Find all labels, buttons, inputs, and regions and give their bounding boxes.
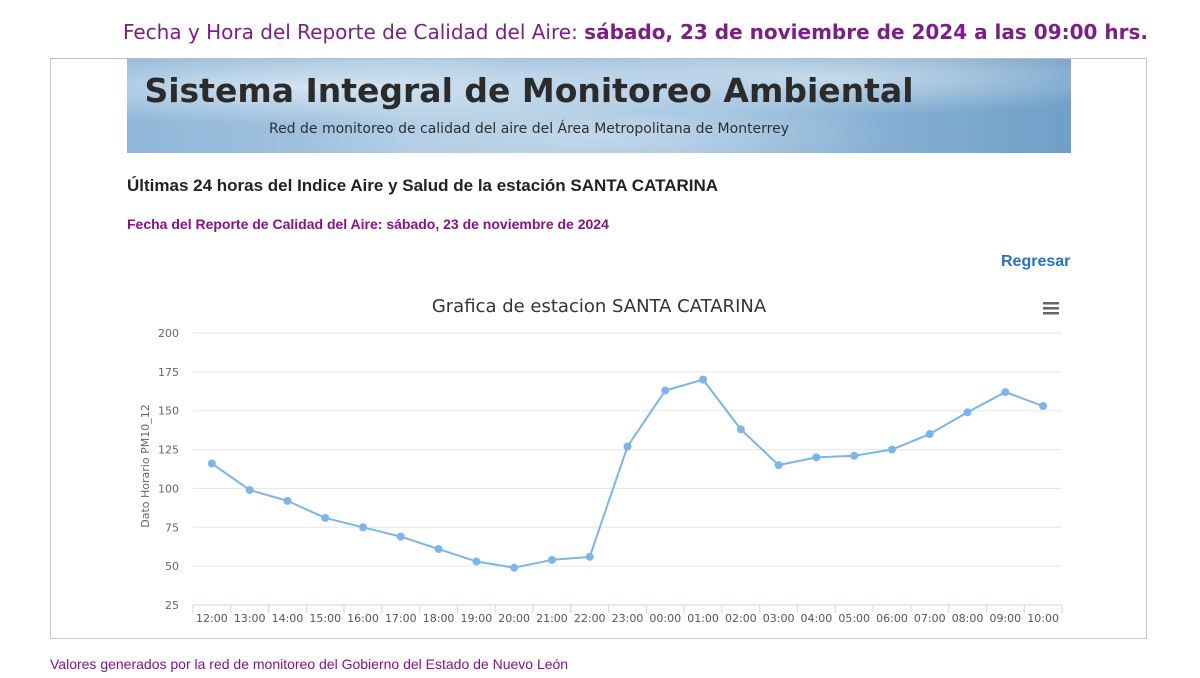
data-point[interactable] [812,453,821,462]
x-tick-label: 10:00 [1027,612,1059,625]
data-point[interactable] [1001,388,1010,397]
data-point[interactable] [434,545,443,554]
data-point[interactable] [396,532,405,541]
report-datetime-value: sábado, 23 de noviembre de 2024 a las 09… [584,20,1148,44]
y-tick-label: 125 [158,444,179,457]
chart-title: Grafica de estacion SANTA CATARINA [432,296,767,317]
series-line [211,378,1044,569]
x-tick-label: 08:00 [952,612,984,625]
data-point[interactable] [321,513,330,522]
x-tick-label: 13:00 [234,612,266,625]
y-axis-label: Dato Horario PM10_12 [139,404,152,527]
data-point[interactable] [359,523,368,532]
x-tick-label: 00:00 [649,612,681,625]
report-datetime-header: Fecha y Hora del Reporte de Calidad del … [0,20,1148,44]
x-tick-label: 07:00 [914,612,946,625]
x-tick-label: 12:00 [196,612,228,625]
banner-title: Sistema Integral de Monitoreo Ambiental [144,71,914,110]
station-title: Últimas 24 horas del Indice Aire y Salud… [127,176,719,195]
x-tick-label: 22:00 [574,612,606,625]
x-tick-label: 06:00 [876,612,908,625]
x-tick-label: 23:00 [612,612,644,625]
data-point[interactable] [661,386,670,395]
report-date: Fecha del Reporte de Calidad del Aire: s… [127,216,609,232]
data-point[interactable] [585,552,594,561]
data-point[interactable] [207,459,216,468]
data-point[interactable] [887,445,896,454]
y-axis-ticks: 25 50 75 100 125 150 175 200 [158,327,179,612]
x-tick-label: 21:00 [536,612,568,625]
x-tick-label: 04:00 [801,612,833,625]
footer-note: Valores generados por la red de monitore… [50,656,569,672]
site-banner: Sistema Integral de Monitoreo Ambiental … [127,59,1071,153]
data-point[interactable] [774,461,783,470]
content-frame [50,58,1147,639]
y-tick-label: 150 [158,405,179,418]
x-tick-label: 17:00 [385,612,417,625]
report-datetime-label: Fecha y Hora del Reporte de Calidad del … [122,20,578,44]
data-point[interactable] [1039,402,1048,411]
hamburger-menu-icon[interactable] [1039,298,1063,320]
x-tick-label: 16:00 [347,612,379,625]
y-tick-label: 100 [158,482,179,495]
series-layer [207,375,1048,572]
back-link[interactable]: Regresar [1001,253,1071,270]
y-tick-label: 175 [158,366,179,379]
data-point[interactable] [510,563,519,572]
y-tick-label: 75 [165,521,179,534]
data-point[interactable] [547,555,556,564]
data-point[interactable] [472,557,481,566]
data-point[interactable] [925,430,934,439]
x-tick-label: 05:00 [838,612,870,625]
data-point[interactable] [736,425,745,434]
data-point[interactable] [963,408,972,417]
x-tick-label: 19:00 [461,612,493,625]
banner-subtitle: Red de monitoreo de calidad del aire del… [268,121,790,137]
x-tick-label: 20:00 [498,612,530,625]
x-tick-label: 09:00 [989,612,1021,625]
data-point[interactable] [283,496,292,505]
y-tick-label: 200 [158,327,179,340]
pm10-line-chart: Grafica de estacion SANTA CATARINA 25 50 7… [139,296,1063,625]
x-tick-label: 14:00 [272,612,304,625]
x-axis: 12:00 13:00 14:00 15:00 16:00 17:00 18:00 19:00… [192,604,1063,625]
x-tick-label: 15:00 [309,612,341,625]
x-tick-label: 03:00 [763,612,795,625]
data-point[interactable] [850,451,859,460]
x-tick-label: 01:00 [687,612,719,625]
x-tick-label: 18:00 [423,612,455,625]
y-tick-label: 50 [165,560,179,573]
data-point[interactable] [245,485,254,494]
data-point[interactable] [623,442,632,451]
data-point[interactable] [699,375,708,384]
chart-gridlines [193,332,1062,567]
x-tick-label: 02:00 [725,612,757,625]
y-tick-label: 25 [165,599,179,612]
